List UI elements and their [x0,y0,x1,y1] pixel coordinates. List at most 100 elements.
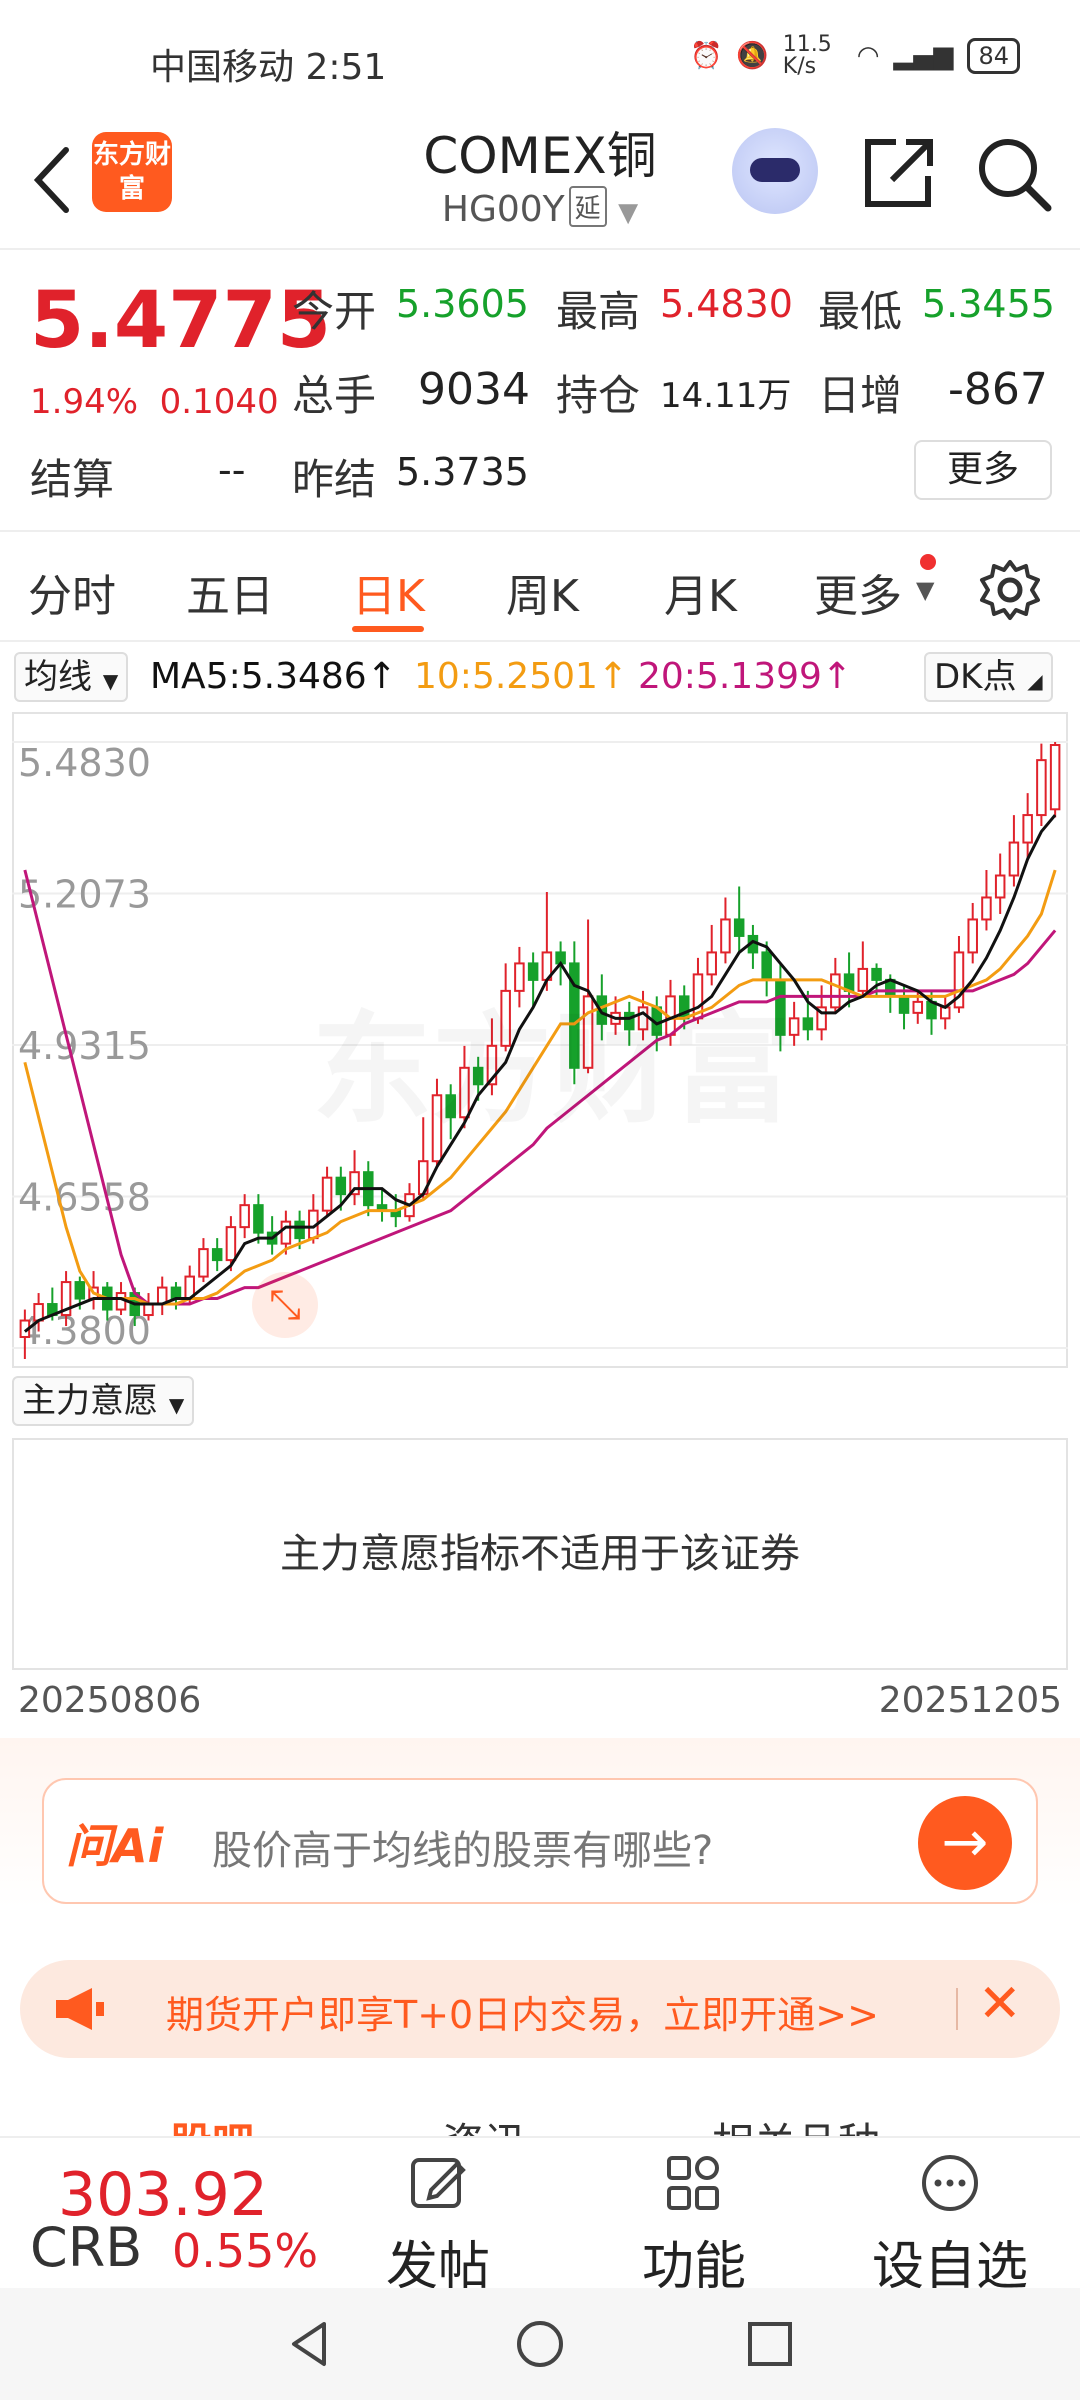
indicator-selector[interactable]: 主力意愿 ▼ [12,1376,195,1426]
y-tick-label: 5.4830 [18,741,151,785]
candle-body [569,962,580,1069]
tab-intraday[interactable]: 分时 [28,571,116,622]
battery-indicator: 84 [967,38,1020,74]
nav-home-icon[interactable] [514,2318,566,2370]
candle-body [225,1226,237,1262]
function-button[interactable]: 功能 [614,2152,774,2299]
candle-body [582,995,594,1069]
candle-body [211,1248,223,1262]
candle-body [830,973,841,1009]
top-header: COMEX铜 HG00Y 延 ▼ 东方财富 [0,110,1080,250]
ma10-line [23,869,1057,1306]
y-tick-label: 5.2073 [18,872,151,916]
status-bar: 中国移动 2:51 ⏰ 🔕 11.5 K/s ◠ ▂▄▆ 84 [0,0,1080,110]
net-speed: 11.5 K/s [782,32,832,79]
edit-icon [411,2158,466,2208]
post-button[interactable]: 发帖 [358,2152,518,2299]
more-quote-button[interactable]: 更多 [914,440,1052,500]
low-label: 最低 [818,287,903,336]
status-icons: ⏰ 🔕 11.5 K/s ◠ ▂▄▆ 84 [690,34,1020,78]
ai-logo: 问Ai [66,1819,164,1873]
candle-body [445,1094,456,1119]
signal-icon: ▂▄▆ [893,41,954,71]
candle-body [624,1011,635,1031]
candle-body [1008,841,1020,877]
open-label: 今开 [292,287,377,336]
assistant-avatar-icon[interactable] [732,128,818,214]
candle-body [981,896,992,921]
period-tabs: 分时 五日 日K 周K 月K 更多 ▼ [0,530,1080,642]
candle-body [472,1066,484,1086]
tab-more-dropdown-icon: ▼ [916,576,935,604]
settings-gear-icon[interactable] [978,558,1042,622]
y-tick-label: 4.9315 [18,1024,151,1068]
candle-body [898,995,910,1014]
tab-daily-k[interactable]: 日K [352,571,425,622]
candle-body [239,1204,250,1229]
search-icon[interactable] [972,132,1056,216]
dk-point-button[interactable]: DK点 ◢ [924,652,1053,702]
indicator-caret-icon: ▼ [168,1393,185,1417]
ai-ask-section: 问Ai 股价高于均线的股票有哪些? → [0,1738,1080,1908]
ai-submit-arrow-icon[interactable]: → [918,1796,1012,1890]
candle-body [857,967,869,992]
candle-body [514,962,525,992]
prev-settle-value: 5.3735 [396,450,529,494]
function-label: 功能 [641,2237,746,2297]
prev-settle-label: 昨结 [292,455,377,504]
active-tab-indicator [352,626,424,632]
candle-body [321,1176,333,1212]
date-end: 20251205 [878,1680,1062,1721]
ma-selector-label: 均线 [24,657,92,697]
tab-monthly-k[interactable]: 月K [664,571,737,622]
ma20-legend: 20:5.1399↑ [638,656,853,697]
candle-body [527,962,539,981]
tab-more[interactable]: 更多 [814,571,902,622]
change-row: 1.94% 0.1040 [30,382,279,422]
candle-body [871,967,882,981]
bottom-action-bar: 303.92 CRB 0.55% 发帖 功能 设自选 [0,2136,1080,2297]
expand-chart-icon[interactable]: ⤡ [252,1272,318,1338]
divider [956,1988,958,2030]
quote-panel: 5.4775 1.94% 0.1040 今开 5.3605 最高 5.4830 … [0,250,1080,530]
daily-inc-value: -867 [948,364,1048,415]
candle-body [349,1171,360,1196]
date-start: 20250806 [18,1680,202,1721]
ma10-legend: 10:5.2501↑ [414,656,629,697]
wifi-icon: ◠ [856,41,880,71]
promo-text: 期货开户即享T+0日内交易，立即开通>> [166,1993,879,2037]
high-label: 最高 [556,287,641,336]
ma5-legend: MA5:5.3486↑ [150,656,397,697]
instrument-code-row[interactable]: HG00Y 延 ▼ [0,186,1080,230]
candle-body [253,1204,264,1234]
add-watchlist-label: 设自选 [871,2237,1028,2297]
grid-icon [667,2156,719,2210]
nav-back-icon[interactable] [284,2318,336,2370]
close-icon[interactable]: ✕ [978,1974,1022,2034]
back-arrow-icon[interactable] [28,140,78,220]
candle-body [967,918,978,954]
candle-body [335,1176,347,1196]
promo-banner[interactable]: 期货开户即享T+0日内交易，立即开通>> ✕ [20,1960,1060,2058]
index-percent: 0.55% [172,2224,319,2278]
candle-body [912,1000,924,1014]
more-dots-icon [922,2155,978,2211]
volume-label: 总手 [292,371,377,420]
share-icon[interactable] [856,132,940,216]
ma-selector[interactable]: 均线 ▼ [14,652,129,702]
ai-search-box[interactable]: 问Ai 股价高于均线的股票有哪些? → [42,1778,1038,1904]
tab-five-day[interactable]: 五日 [186,571,274,622]
ma5-line [23,814,1057,1333]
ma-legend-row: 均线 ▼ MA5:5.3486↑ 10:5.2501↑ 20:5.1399↑ D… [14,652,1066,702]
candle-body [60,1281,72,1317]
candle-body [1049,744,1061,811]
nav-recents-icon[interactable] [744,2318,796,2370]
tab-weekly-k[interactable]: 周K [506,571,579,622]
ai-search-placeholder[interactable]: 股价高于均线的股票有哪些? [212,1828,714,1874]
system-nav-bar [0,2288,1080,2400]
candle-body [1022,814,1033,844]
add-watchlist-button[interactable]: 设自选 [870,2152,1030,2299]
ma-selector-caret-icon: ▼ [102,669,119,693]
index-value: 303.92 [58,2160,268,2230]
